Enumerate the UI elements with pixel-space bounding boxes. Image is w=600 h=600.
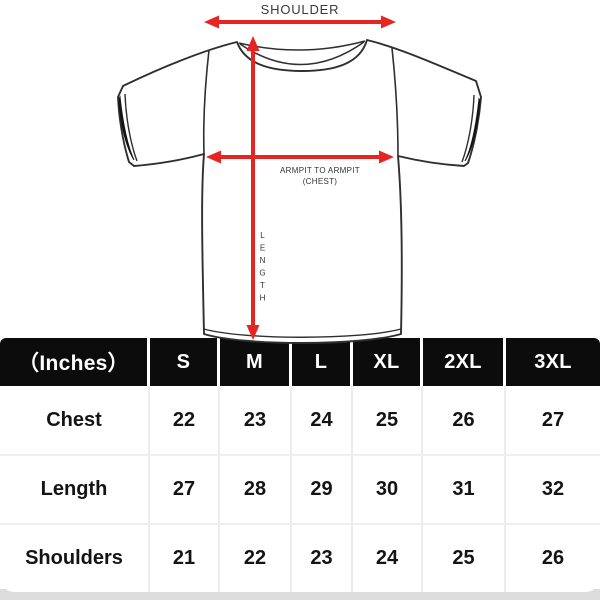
chest-measure-label-line1: ARMPIT TO ARMPIT [280,166,360,175]
chest-value-xl: 25 [353,386,423,454]
chest-value-m: 23 [220,386,292,454]
shoulders-value-xl: 24 [353,525,423,592]
size-header-m: M [220,338,292,386]
length-value-l: 29 [292,456,353,523]
size-header-l: L [292,338,353,386]
size-header-s: S [150,338,220,386]
length-value-3xl: 32 [541,478,565,500]
length-value-2xl: 31 [423,456,506,523]
shoulders-value-l: 23 [292,525,353,592]
length-value-s: 27 [150,456,220,523]
table-row-length: Length 27 28 29 30 31 32 [0,454,600,523]
table-row-chest: Chest 22 23 24 25 26 27 [0,386,600,454]
row-label-length: Length [0,456,150,523]
left-cuff-shading [118,95,135,161]
tshirt-outline [117,39,482,344]
shoulder-arrow [204,15,396,29]
chest-measure-label: ARMPIT TO ARMPIT (CHEST) [253,165,387,187]
collar-rib-line [239,41,365,66]
size-header-3xl: 3XL [506,338,600,386]
chest-value-l: 24 [292,386,353,454]
chest-measure-label-line2: (CHEST) [302,177,338,186]
size-header-xl: XL [353,338,423,386]
row-label-chest: Chest [0,386,150,454]
unit-header-cell: （Inches） [0,338,150,386]
chest-value-s: 22 [150,386,220,454]
size-header-2xl: 2XL [423,338,506,386]
shoulder-measure-label: SHOULDER [260,2,340,17]
left-cuff-hem-line [124,93,138,162]
length-arrow [246,36,260,340]
chest-value-2xl: 26 [423,386,506,454]
collar-back-line [238,40,366,51]
row-label-shoulders: Shoulders [0,525,150,592]
right-cuff-shading [464,97,481,162]
chest-arrow [206,150,394,164]
shoulders-value-3xl: 26 [541,547,565,569]
right-cuff-hem-line [461,94,475,163]
left-sleeve-seam [202,49,210,155]
tshirt-measurement-diagram [117,15,482,344]
shoulders-value-2xl: 25 [423,525,506,592]
length-value-xl: 30 [353,456,423,523]
table-row-shoulders: Shoulders 21 22 23 24 25 26 [0,523,600,592]
bottom-hem-line [203,328,402,338]
size-table: （Inches） S M L XL 2XL 3XL Chest 22 23 24… [0,338,600,592]
right-sleeve-seam [391,47,399,157]
length-measure-label: LENGTH [258,231,267,306]
chest-value-3xl: 27 [541,408,565,431]
shoulders-value-m: 22 [220,525,292,592]
page-footer-strip [0,589,600,600]
size-table-header-row: （Inches） S M L XL 2XL 3XL [0,338,600,386]
length-value-m: 28 [220,456,292,523]
shoulders-value-s: 21 [150,525,220,592]
